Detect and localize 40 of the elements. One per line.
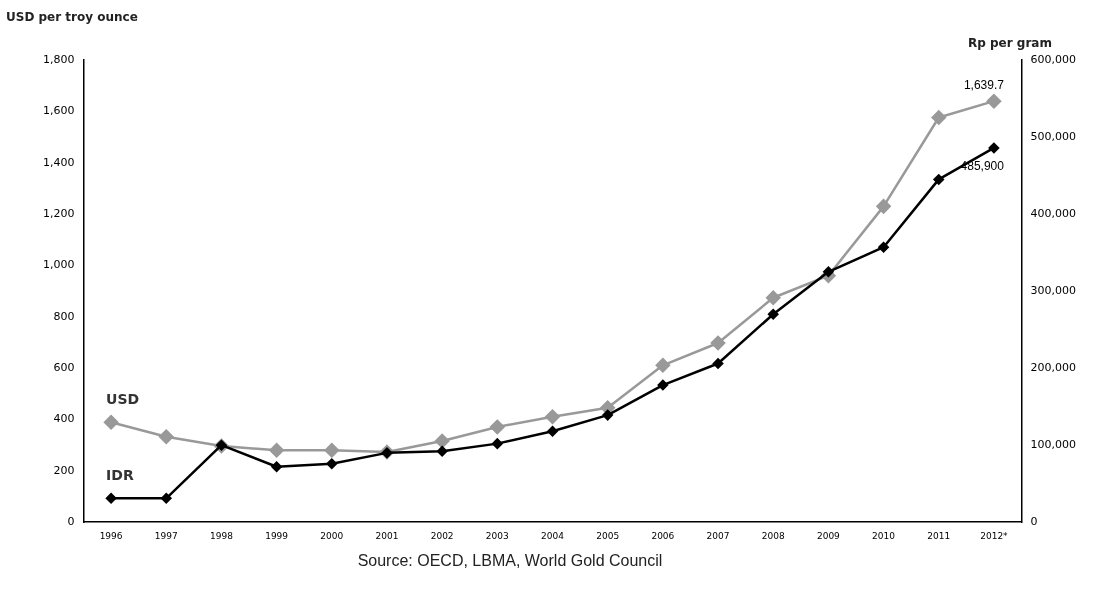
y-tick-label: 0 <box>67 515 75 529</box>
y-tick-label: 1,200 <box>42 206 75 220</box>
x-tick-label: 2010 <box>872 530 896 541</box>
x-tick-label: 2004 <box>541 530 565 541</box>
y2-tick-label: 0 <box>1030 515 1038 529</box>
y-tick-label: 800 <box>53 309 75 323</box>
y2-tick-label: 300,000 <box>1030 283 1077 297</box>
x-tick-label: 2003 <box>485 530 509 541</box>
x-tick-label: 2006 <box>651 530 675 541</box>
x-tick-label: 1999 <box>265 530 289 541</box>
y-tick-label: 1,400 <box>42 155 75 169</box>
source-note: Source: OECD, LBMA, World Gold Council <box>356 552 664 570</box>
y-tick-label: 1,000 <box>42 258 75 272</box>
x-tick-label: 1996 <box>99 530 123 541</box>
x-tick-label: 1997 <box>154 530 178 541</box>
x-tick-label: 2008 <box>761 530 785 541</box>
y2-axis-title: Rp per gram <box>968 36 1052 50</box>
x-tick-label: 2001 <box>375 530 399 541</box>
x-tick-label: 2007 <box>706 530 730 541</box>
x-tick-label: 2000 <box>320 530 344 541</box>
x-tick-label: 2005 <box>596 530 620 541</box>
series-label: USD <box>106 391 140 408</box>
y2-tick-label: 500,000 <box>1030 129 1077 143</box>
x-tick-label: 2009 <box>816 530 841 541</box>
series-label: IDR <box>106 467 134 484</box>
y-tick-label: 400 <box>53 412 75 426</box>
y-tick-label: 1,600 <box>42 104 75 118</box>
x-tick-label: 2002 <box>430 530 454 541</box>
y2-tick-label: 200,000 <box>1030 360 1077 374</box>
y-tick-label: 200 <box>53 463 75 477</box>
y-tick-label: 600 <box>53 360 75 374</box>
y2-tick-label: 400,000 <box>1030 206 1077 220</box>
x-tick-label: 1998 <box>209 530 234 541</box>
data-label: 1,639.7 <box>963 78 1005 93</box>
y-axis-title: USD per troy ounce <box>6 10 138 24</box>
y2-tick-label: 100,000 <box>1030 438 1077 452</box>
x-tick-label: 2011 <box>927 530 951 541</box>
y-tick-label: 1,800 <box>42 52 75 66</box>
y2-tick-label: 600,000 <box>1030 52 1077 66</box>
x-tick-label: 2012* <box>980 530 1009 541</box>
